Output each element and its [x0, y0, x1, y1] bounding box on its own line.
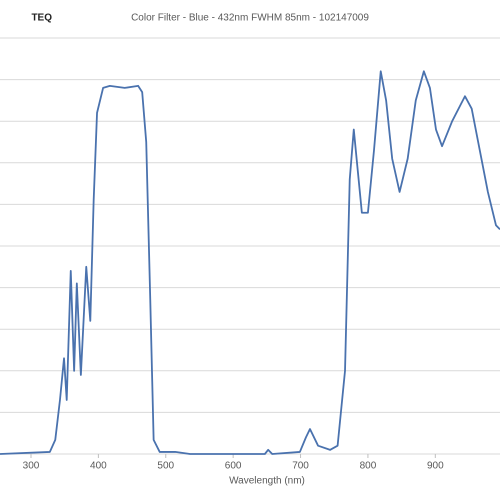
x-tick-label: 700	[292, 461, 309, 472]
chart-title: Color Filter - Blue - 432nm FWHM 85nm - …	[131, 13, 369, 24]
x-axis-label: Wavelength (nm)	[229, 476, 305, 487]
x-tick-label: 800	[360, 461, 377, 472]
x-tick-label: 600	[225, 461, 242, 472]
line	[0, 70, 500, 455]
x-tick-label: 400	[90, 461, 107, 472]
logo: TEQ	[31, 13, 52, 24]
x-tick-label: 900	[427, 461, 444, 472]
x-tick-label: 500	[157, 461, 174, 472]
x-tick-label: 300	[23, 461, 40, 472]
